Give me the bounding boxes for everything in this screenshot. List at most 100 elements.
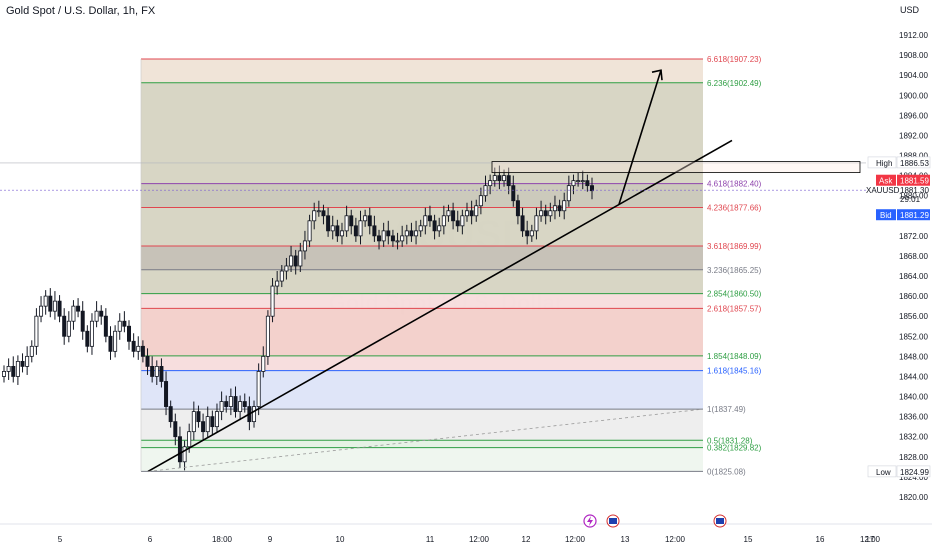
- candle[interactable]: [76, 305, 81, 312]
- candle[interactable]: [520, 215, 525, 232]
- candle[interactable]: [270, 285, 275, 317]
- candle[interactable]: [66, 320, 71, 337]
- candle[interactable]: [265, 315, 270, 357]
- candle[interactable]: [173, 421, 178, 438]
- candle[interactable]: [534, 215, 539, 232]
- candle[interactable]: [580, 180, 585, 183]
- candle[interactable]: [205, 416, 210, 433]
- candle[interactable]: [127, 325, 132, 342]
- candle[interactable]: [571, 180, 576, 187]
- candle[interactable]: [427, 215, 432, 222]
- candle[interactable]: [233, 396, 238, 412]
- candle[interactable]: [289, 255, 294, 267]
- candle[interactable]: [238, 401, 243, 412]
- candle[interactable]: [11, 366, 16, 377]
- candle[interactable]: [80, 310, 85, 332]
- candle[interactable]: [25, 355, 30, 367]
- candle[interactable]: [29, 345, 34, 357]
- candle[interactable]: [400, 235, 405, 242]
- candle[interactable]: [6, 366, 11, 372]
- candle[interactable]: [557, 205, 562, 212]
- candle[interactable]: [339, 230, 344, 237]
- candle[interactable]: [539, 210, 544, 217]
- candle[interactable]: [108, 335, 113, 352]
- candle[interactable]: [177, 436, 182, 463]
- candle[interactable]: [474, 205, 479, 217]
- candle[interactable]: [441, 215, 446, 227]
- candle[interactable]: [43, 295, 48, 307]
- candle[interactable]: [302, 240, 307, 252]
- candle[interactable]: [483, 185, 488, 197]
- candle[interactable]: [358, 220, 363, 237]
- candle[interactable]: [99, 310, 104, 317]
- candle[interactable]: [446, 210, 451, 217]
- candle[interactable]: [330, 225, 335, 232]
- candle[interactable]: [326, 215, 331, 232]
- candle[interactable]: [414, 230, 419, 237]
- candle[interactable]: [344, 215, 349, 232]
- candle[interactable]: [460, 215, 465, 227]
- candle[interactable]: [451, 210, 456, 222]
- candle[interactable]: [335, 225, 340, 237]
- candle[interactable]: [590, 185, 595, 192]
- candle[interactable]: [525, 230, 530, 237]
- candle[interactable]: [566, 185, 571, 202]
- candle[interactable]: [386, 230, 391, 237]
- candle[interactable]: [242, 401, 247, 407]
- candle[interactable]: [423, 215, 428, 227]
- candle[interactable]: [2, 371, 7, 377]
- candle[interactable]: [395, 240, 400, 243]
- candle[interactable]: [252, 406, 257, 423]
- candle[interactable]: [48, 295, 53, 312]
- candle[interactable]: [548, 210, 553, 217]
- candle[interactable]: [228, 396, 233, 407]
- candle[interactable]: [418, 225, 423, 232]
- candle[interactable]: [492, 175, 497, 182]
- candle[interactable]: [62, 315, 67, 337]
- candle[interactable]: [182, 446, 187, 463]
- candle[interactable]: [275, 280, 280, 287]
- candle[interactable]: [576, 180, 581, 183]
- resistance-box[interactable]: [491, 161, 861, 174]
- candle[interactable]: [201, 421, 206, 433]
- candle[interactable]: [307, 220, 312, 242]
- candle[interactable]: [136, 345, 141, 352]
- candle[interactable]: [529, 230, 534, 237]
- candle[interactable]: [71, 305, 76, 322]
- candle[interactable]: [159, 366, 164, 382]
- candle[interactable]: [196, 411, 201, 423]
- candle[interactable]: [353, 225, 358, 237]
- candle[interactable]: [214, 411, 219, 428]
- candle[interactable]: [367, 215, 372, 227]
- candle[interactable]: [187, 431, 192, 448]
- candle[interactable]: [20, 360, 25, 367]
- candle[interactable]: [261, 355, 266, 372]
- candle[interactable]: [168, 406, 173, 423]
- trendline[interactable]: [147, 139, 733, 473]
- candle[interactable]: [409, 230, 414, 237]
- candle[interactable]: [85, 330, 90, 347]
- candle[interactable]: [150, 366, 155, 377]
- candle[interactable]: [506, 175, 511, 187]
- candle[interactable]: [377, 235, 382, 242]
- candle[interactable]: [363, 215, 368, 222]
- candle[interactable]: [312, 210, 317, 222]
- candle[interactable]: [464, 210, 469, 217]
- candle[interactable]: [469, 210, 474, 217]
- candle[interactable]: [478, 195, 483, 207]
- candle[interactable]: [552, 205, 557, 212]
- candle[interactable]: [511, 185, 516, 202]
- candle[interactable]: [219, 401, 224, 412]
- candle[interactable]: [298, 250, 303, 267]
- candle[interactable]: [543, 210, 548, 217]
- candle[interactable]: [256, 371, 261, 407]
- candle[interactable]: [34, 315, 39, 347]
- candle[interactable]: [117, 320, 122, 332]
- candle[interactable]: [113, 330, 118, 352]
- candle[interactable]: [381, 230, 386, 242]
- candle[interactable]: [455, 220, 460, 227]
- candle[interactable]: [562, 200, 567, 212]
- candle[interactable]: [89, 320, 94, 347]
